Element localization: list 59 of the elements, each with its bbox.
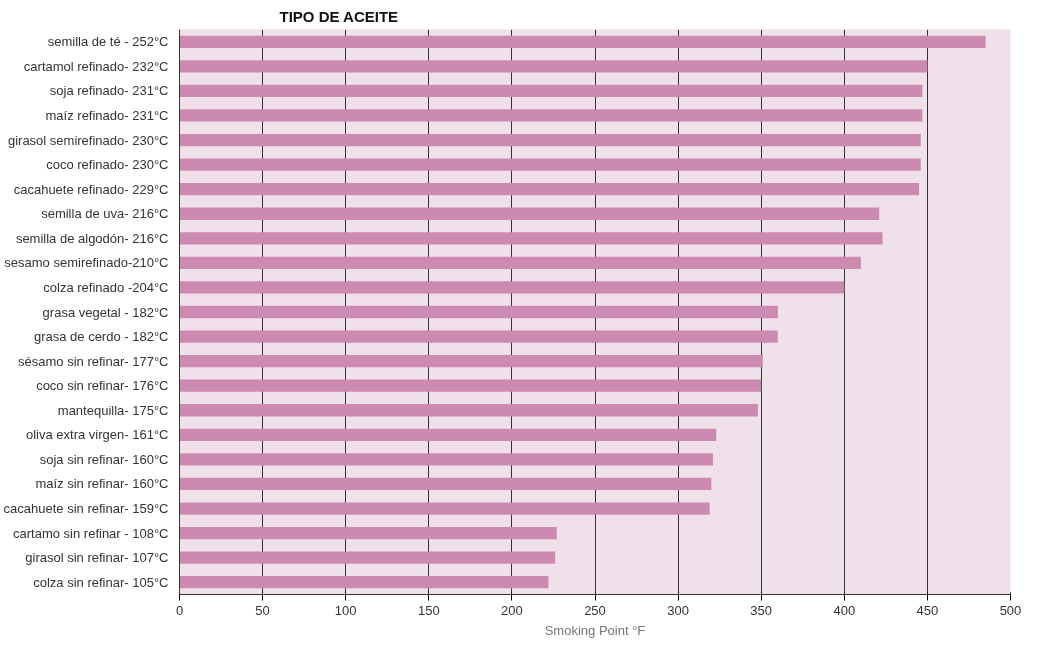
y-tick-label: oliva extra virgen- 161°C [26, 427, 169, 443]
y-tick-label: grasa vegetal - 182°C [42, 304, 169, 320]
bar [179, 354, 763, 368]
x-tick-label: 150 [417, 602, 440, 618]
y-tick-label: semilla de té - 252°C [47, 34, 169, 50]
bar [179, 35, 986, 48]
y-tick-label: girasol semirefinado- 230°C [7, 132, 169, 148]
y-tick-label: soja refinado- 231°C [49, 83, 169, 99]
y-tick-label: cartamo sin refinar - 108°C [13, 525, 169, 541]
bar [179, 551, 556, 564]
y-tick-label: mantequilla- 175°C [57, 402, 169, 418]
bar [179, 576, 549, 589]
bar [179, 109, 923, 122]
bar [179, 281, 845, 294]
bar [179, 330, 778, 343]
bar [179, 526, 557, 540]
bar [179, 404, 758, 417]
bar [179, 453, 713, 466]
y-tick-label: girasol sin refinar- 107°C [25, 550, 169, 566]
y-tick-label: grasa de cerdo - 182°C [33, 329, 169, 345]
bar [179, 477, 712, 491]
x-tick-label: 300 [667, 602, 689, 618]
y-tick-label: maíz sin refinar- 160°C [35, 476, 169, 492]
x-tick-label: 100 [334, 602, 357, 618]
y-tick-label: cartamol refinado- 232°C [23, 58, 169, 74]
y-tick-label: colza refinado -204°C [43, 279, 169, 295]
x-tick-label: 350 [750, 602, 773, 618]
y-tick-label: semilla de algodón- 216°C [15, 230, 169, 246]
bar [179, 428, 717, 441]
x-tick-label: 0 [175, 602, 184, 618]
bar [179, 133, 921, 147]
chart-title: TIPO DE ACEITE [279, 7, 399, 25]
bar [179, 232, 883, 245]
y-tick-label: sesamo semirefinado-210°C [4, 255, 169, 271]
x-tick-label: 450 [916, 602, 939, 618]
bar [179, 60, 928, 73]
y-tick-label: cacahuete sin refinar- 159°C [3, 501, 169, 517]
y-tick-label: colza sin refinar- 105°C [33, 574, 169, 590]
x-tick-label: 400 [833, 602, 856, 618]
bar [179, 84, 923, 98]
y-tick-label: sésamo sin refinar- 177°C [18, 353, 169, 369]
bar [179, 305, 778, 319]
y-tick-label: soja sin refinar- 160°C [39, 451, 169, 467]
bar [179, 379, 762, 392]
x-tick-label: 250 [584, 602, 606, 618]
y-tick-label: coco refinado- 230°C [46, 157, 169, 173]
x-axis-title: Smoking Point °F [544, 622, 646, 638]
bar [179, 183, 920, 196]
bar [179, 158, 921, 171]
bar [179, 207, 880, 220]
x-tick-label: 500 [999, 602, 1022, 618]
x-tick-label: 200 [501, 602, 523, 618]
y-tick-label: coco sin refinar- 176°C [36, 378, 169, 394]
bar [179, 502, 710, 515]
x-tick-label: 50 [255, 602, 270, 618]
y-tick-label: cacahuete refinado- 229°C [13, 181, 169, 197]
bar [179, 256, 861, 270]
y-tick-label: semilla de uva- 216°C [41, 206, 169, 222]
y-tick-label: maíz refinado- 231°C [45, 107, 169, 123]
